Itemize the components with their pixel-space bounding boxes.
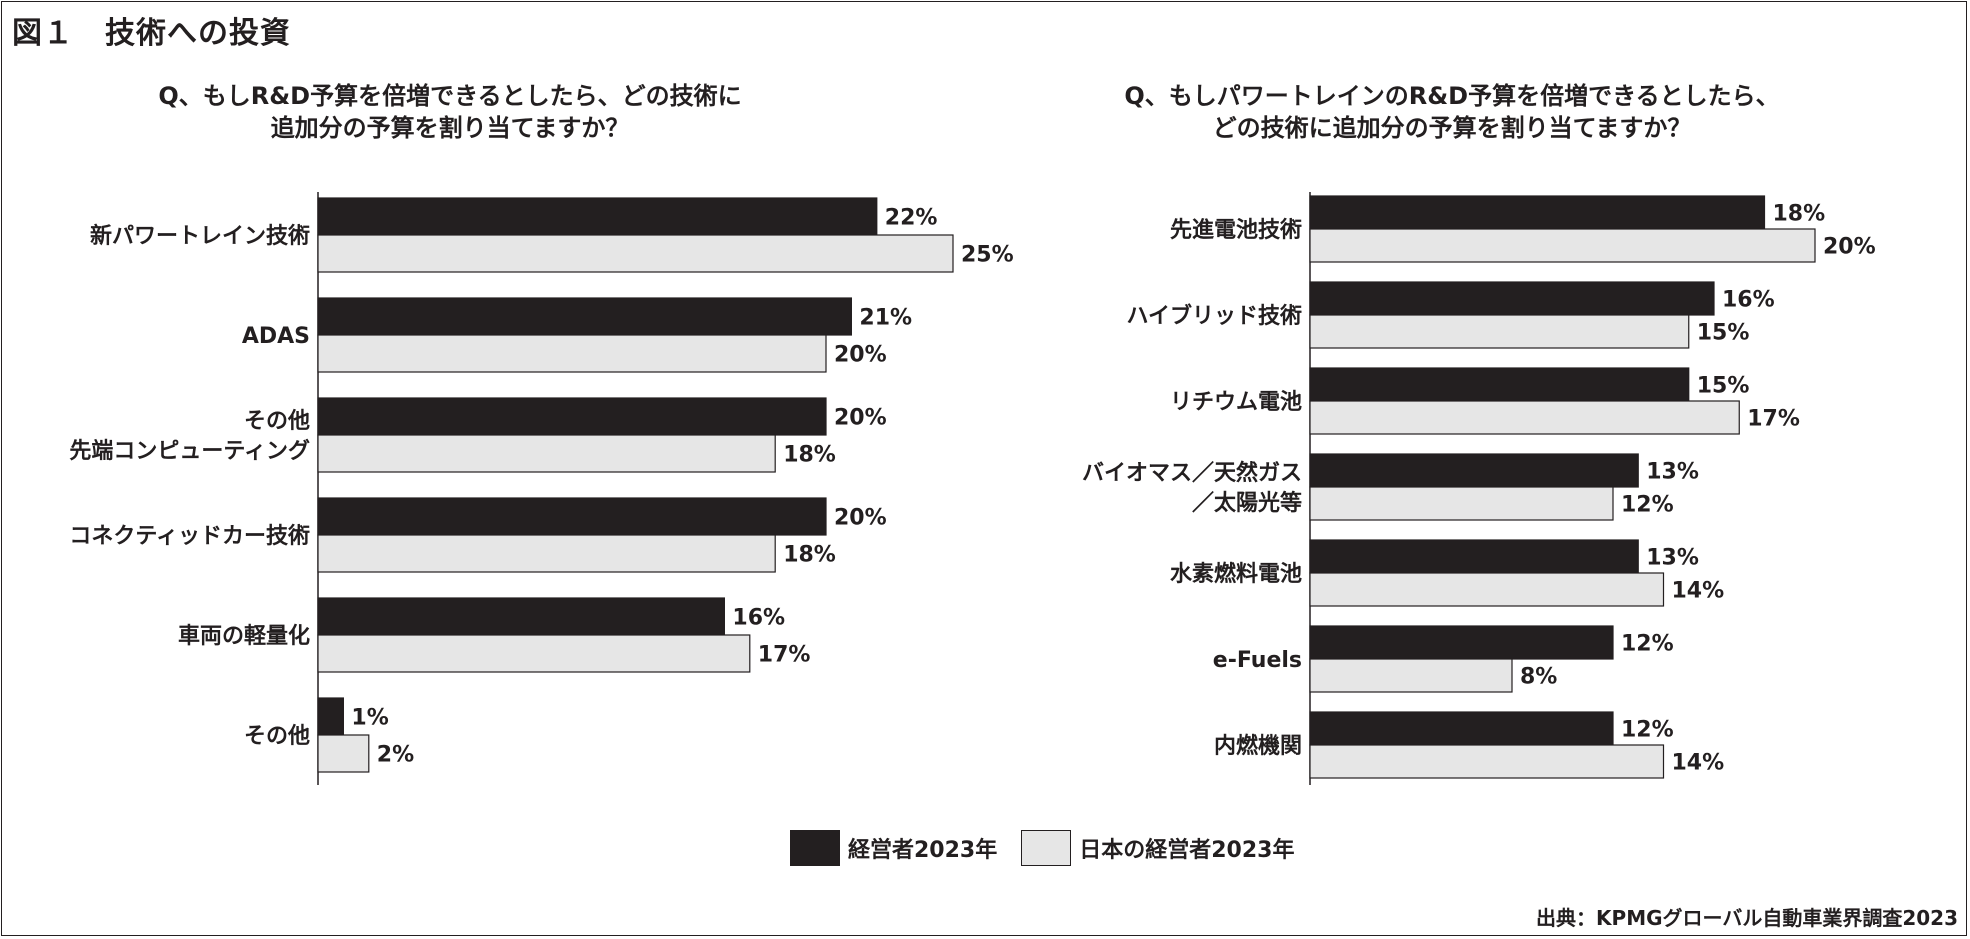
left-value-label-japan-3: 18%: [783, 543, 836, 568]
right-category-label-2-0: リチウム電池: [1170, 390, 1302, 415]
right-value-label-exec-6: 12%: [1621, 718, 1674, 743]
left-category-label-4-0: 車両の軽量化: [178, 623, 310, 649]
right-bar-japan-0: [1309, 228, 1816, 263]
right-category-label-3-0: バイオマス／天然ガス: [1082, 460, 1302, 486]
left-bar-exec-4: [317, 597, 725, 636]
left-category-label-0-0: 新パワートレイン技術: [90, 223, 310, 249]
right-value-label-japan-3: 12%: [1621, 493, 1674, 518]
right-bar-japan-5: [1309, 658, 1513, 693]
left-bar-exec-0: [317, 197, 878, 236]
left-value-label-japan-4: 17%: [758, 643, 811, 668]
left-category-label-2-1: 先端コンピューティング: [69, 438, 310, 464]
left-category-label-2-0: その他: [244, 409, 310, 434]
left-value-label-exec-2: 20%: [834, 406, 887, 431]
legend-label-japan: 日本の経営者2023年: [1079, 838, 1295, 863]
right-value-label-japan-6: 14%: [1672, 751, 1725, 776]
right-category-label-3-1: ／太陽光等: [1192, 490, 1302, 516]
legend-item-japan: 日本の経営者2023年: [1021, 830, 1294, 866]
right-value-label-exec-3: 13%: [1646, 460, 1699, 485]
right-category-label-0-0: 先進電池技術: [1170, 217, 1302, 243]
left-category-label-1-0: ADAS: [242, 324, 310, 349]
right-bar-exec-1: [1309, 281, 1715, 316]
left-bar-japan-0: [317, 234, 954, 273]
right-title-line-1: どの技術に追加分の予算を割り当てますか？: [1213, 114, 1692, 142]
right-value-label-exec-5: 12%: [1621, 632, 1674, 657]
left-value-label-exec-0: 22%: [885, 206, 938, 231]
right-bar-japan-6: [1309, 744, 1665, 779]
left-value-label-japan-1: 20%: [834, 343, 887, 368]
left-value-label-exec-5: 1%: [351, 706, 388, 731]
left-bar-japan-1: [317, 334, 827, 373]
right-category-label-1-0: ハイブリッド技術: [1126, 303, 1302, 329]
legend: 経営者2023年 日本の経営者2023年: [790, 830, 1318, 866]
left-bar-exec-1: [317, 297, 853, 336]
left-value-label-exec-3: 20%: [834, 506, 887, 531]
left-value-label-exec-4: 16%: [732, 606, 785, 631]
left-title-line-1: 追加分の予算を割り当てますか？: [271, 114, 630, 142]
left-bar-exec-2: [317, 397, 827, 436]
right-bar-exec-2: [1309, 367, 1690, 402]
left-bar-japan-2: [317, 434, 776, 473]
right-title-line-0: Q、もしパワートレインのR&D予算を倍増できるとしたら、: [1124, 82, 1779, 110]
left-value-label-exec-1: 21%: [859, 306, 912, 331]
right-bar-japan-3: [1309, 486, 1614, 521]
right-value-label-japan-1: 15%: [1697, 321, 1750, 346]
right-category-label-5-0: e-Fuels: [1213, 648, 1302, 673]
right-value-label-japan-5: 8%: [1520, 665, 1557, 690]
legend-label-exec: 経営者2023年: [848, 838, 998, 863]
right-category-label-4-0: 水素燃料電池: [1170, 561, 1302, 587]
right-bar-exec-0: [1309, 195, 1766, 230]
right-value-label-japan-2: 17%: [1747, 407, 1800, 432]
left-value-label-japan-5: 2%: [377, 743, 414, 768]
right-value-label-exec-1: 16%: [1722, 288, 1775, 313]
left-bar-exec-5: [317, 697, 344, 736]
legend-swatch-exec: [790, 830, 840, 866]
left-bar-japan-5: [317, 734, 370, 773]
right-bar-exec-3: [1309, 453, 1639, 488]
right-bar-exec-6: [1309, 711, 1614, 746]
left-value-label-japan-0: 25%: [961, 243, 1014, 268]
left-title-line-0: Q、もしR&D予算を倍増できるとしたら、どの技術に: [158, 82, 741, 110]
right-bar-exec-5: [1309, 625, 1614, 660]
left-value-label-japan-2: 18%: [783, 443, 836, 468]
left-bar-japan-3: [317, 534, 776, 573]
legend-swatch-japan: [1021, 830, 1072, 866]
chart-right: Q、もしパワートレインのR&D予算を倍増できるとしたら、どの技術に追加分の予算を…: [1082, 82, 1876, 785]
right-bar-japan-4: [1309, 572, 1665, 607]
right-value-label-japan-0: 20%: [1823, 235, 1876, 260]
right-category-label-6-0: 内燃機関: [1214, 733, 1302, 759]
right-bar-exec-4: [1309, 539, 1639, 574]
legend-item-exec: 経営者2023年: [790, 830, 997, 866]
figure-title: 図１ 技術への投資: [12, 16, 291, 51]
left-category-label-5-0: その他: [244, 724, 310, 749]
right-bar-japan-2: [1309, 400, 1740, 435]
left-bar-japan-4: [317, 634, 751, 673]
right-value-label-japan-4: 14%: [1672, 579, 1725, 604]
right-bar-japan-1: [1309, 314, 1690, 349]
left-category-label-3-0: コネクティッドカー技術: [69, 523, 310, 549]
right-value-label-exec-0: 18%: [1773, 202, 1826, 227]
source-note: 出典：KPMGグローバル自動車業界調査2023: [1536, 906, 1958, 930]
chart-left: Q、もしR&D予算を倍増できるとしたら、どの技術に追加分の予算を割り当てますか？…: [69, 82, 1014, 785]
right-value-label-exec-2: 15%: [1697, 374, 1750, 399]
right-value-label-exec-4: 13%: [1646, 546, 1699, 571]
